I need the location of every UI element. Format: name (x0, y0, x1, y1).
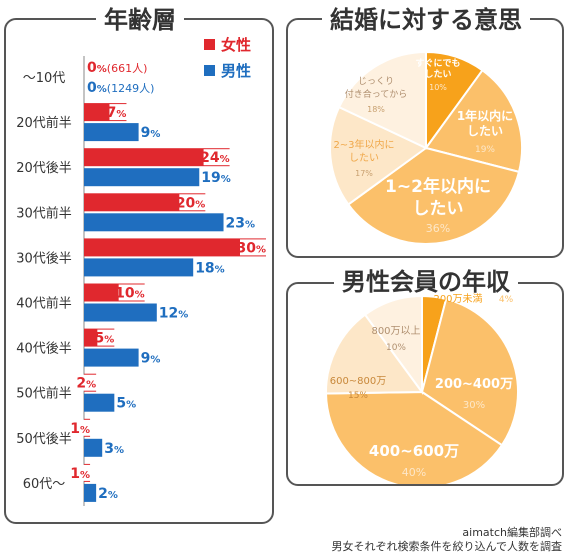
pie-slice (420, 297, 519, 447)
category-label: 30代後半 (16, 251, 72, 266)
intent-pie-chart: すぐにでもしたい10%1年以内にしたい19%1~2年以内にしたい36%2~3年以… (329, 50, 523, 245)
pie-slice (346, 146, 521, 245)
income-pie-chart: 200万未満 4% 200~400万 30% 400~600万 40% 600~800万 15… (324, 293, 519, 484)
bar-value-label: 1% (70, 466, 90, 482)
category-label: 20代後半 (16, 161, 72, 176)
bar-male (84, 303, 157, 322)
category-label: 50代前半 (16, 386, 72, 402)
slice-label: 800万以上 (371, 325, 420, 337)
slice-label: 600~800万 (330, 376, 387, 387)
bar-value-label: 24% (200, 150, 230, 166)
slice-label: 400~600万 (369, 442, 459, 460)
bar-male (84, 483, 97, 502)
slice-value: 30% (463, 400, 485, 411)
slice-value: 10% (386, 343, 406, 353)
slice-value: 15% (348, 391, 368, 401)
slice-label: 付き合ってから (345, 88, 408, 100)
bar-value-label: 7% (107, 105, 127, 121)
bar-male (84, 438, 103, 457)
bar-value-label: 1% (70, 421, 90, 437)
pie-slice (424, 68, 523, 174)
label-bg (179, 194, 207, 211)
slice-label: したい (349, 152, 379, 164)
bar-value-label: 9% (141, 125, 161, 141)
slice-value: 17% (355, 169, 373, 178)
slice-label: じっくり (358, 76, 394, 87)
bar-female (84, 148, 230, 167)
income-chart-title: 男性会員の年収 (334, 268, 518, 296)
category-label: 40代後半 (16, 342, 72, 357)
bar-male (84, 258, 194, 277)
bar-male (84, 123, 139, 142)
bar-value-label: 23% (226, 215, 256, 231)
bar-male (84, 168, 200, 187)
intent-chart-title: 結婚に対する意思 (322, 6, 530, 34)
label-bg (109, 104, 128, 121)
label-bg (240, 239, 267, 256)
bar-female (84, 193, 206, 212)
bar-value-label: 10% (115, 286, 145, 302)
slice-label: したい (413, 199, 464, 219)
slice-label: 1~2年以内に (385, 176, 491, 197)
bar-male (84, 348, 139, 367)
bar-value-label: 30% (236, 240, 266, 256)
legend-swatch-male (204, 65, 215, 76)
slice-value: 4% (499, 295, 514, 305)
bar-value-label: 9% (141, 351, 161, 367)
category-label: 〜10代 (23, 71, 66, 86)
bar-value-label: 2% (98, 486, 118, 502)
pie-slice (329, 105, 428, 206)
slice-value: 18% (367, 105, 385, 114)
slice-value: 10% (429, 83, 447, 92)
footer-method: 男女それぞれ検索条件を絞り込んで人数を調査 (331, 540, 562, 553)
slice-label: 2~3年以内に (333, 138, 394, 151)
label-bg (73, 419, 92, 436)
bar-value-label: 0%(661人) (87, 60, 147, 76)
bar-value-label: 5% (116, 396, 136, 412)
category-label: 50代後半 (16, 432, 72, 447)
bar-value-label: 18% (195, 260, 225, 276)
pie-slice (337, 50, 427, 150)
bar-value-label: 12% (159, 306, 189, 322)
bar-value-label: 5% (95, 331, 115, 347)
legend-label-female: 女性 (221, 36, 251, 54)
bar-value-label: 20% (176, 195, 206, 211)
slice-label: すぐにでも (415, 58, 460, 69)
bar-male (84, 213, 224, 232)
footer-source: aimatch編集部調べ (462, 526, 562, 539)
footer-note: aimatch編集部調べ 男女それぞれ検索条件を絞り込んで人数を調査 (332, 526, 562, 554)
slice-label: 200~400万 (435, 377, 513, 392)
label-bg (97, 329, 116, 346)
pie-slice (324, 390, 504, 484)
label-bg (118, 284, 146, 301)
bar-male (84, 393, 115, 412)
slice-label: したい (424, 69, 451, 80)
pie-slice (325, 313, 424, 395)
slice-value: 40% (402, 466, 426, 479)
label-bg (73, 464, 92, 481)
label-bg (79, 374, 98, 391)
bar-value-label: 19% (201, 170, 231, 186)
legend-swatch-female (204, 39, 215, 50)
category-label: 40代前半 (16, 296, 72, 312)
slice-label: 200万未満 (433, 293, 482, 305)
bar-value-label: 3% (104, 441, 124, 457)
bar-value-label: 0%(1249人) (87, 80, 154, 96)
slice-label: 1年以内に (457, 108, 513, 123)
slice-label: したい (467, 124, 503, 138)
slice-value: 19% (475, 145, 495, 155)
pie-slice (363, 294, 423, 396)
category-label: 20代前半 (16, 115, 72, 131)
bar-female (84, 238, 266, 257)
legend-label-male: 男性 (221, 62, 251, 80)
slice-value: 36% (426, 222, 450, 235)
label-bg (203, 149, 231, 166)
age-chart-title: 年齢層 (96, 6, 184, 34)
category-label: 60代〜 (23, 477, 66, 492)
category-label: 30代前半 (16, 205, 72, 221)
bar-value-label: 2% (76, 376, 96, 392)
